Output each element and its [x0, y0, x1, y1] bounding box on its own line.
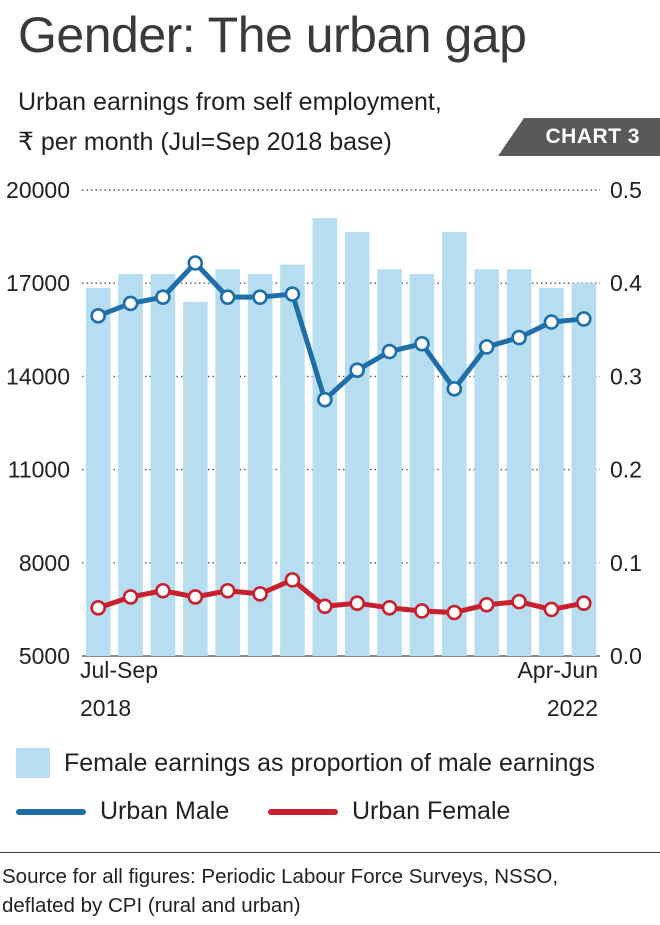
- left-tick-label: 17000: [6, 270, 70, 296]
- bar: [409, 273, 435, 656]
- legend-swatch-female: [268, 808, 338, 815]
- point: [543, 601, 560, 618]
- legend-label-male: Urban Male: [100, 797, 230, 825]
- right-tick-label: 0.0: [610, 643, 642, 669]
- point: [381, 600, 398, 616]
- series-line: [95, 577, 587, 616]
- bar: [539, 287, 564, 656]
- right-tick-label: 0.3: [610, 363, 642, 389]
- point: [381, 343, 398, 360]
- x-label-end-year: 2022: [547, 695, 598, 721]
- legend-label-female: Urban Female: [352, 797, 511, 825]
- point: [90, 308, 106, 324]
- legend-label-bars: Female earnings as proportion of male ea…: [64, 748, 595, 777]
- point: [414, 335, 430, 352]
- x-axis: Jul-Sep 2018 Apr-Jun 2022: [80, 657, 598, 721]
- left-tick-label: 11000: [8, 457, 70, 483]
- point: [155, 582, 171, 599]
- point: [414, 603, 430, 619]
- x-label-start-year: 2018: [80, 695, 131, 721]
- chart-number-badge: CHART 3: [498, 118, 660, 156]
- bar: [85, 287, 111, 656]
- source-line-1: Source for all figures: Periodic Labour …: [2, 865, 559, 888]
- bar: [474, 269, 499, 656]
- point: [511, 329, 527, 346]
- left-tick-label: 14000: [6, 363, 70, 389]
- right-tick-label: 0.2: [610, 457, 642, 483]
- legend-swatch-male: [16, 808, 86, 815]
- right-axis-ticks: 0.5 0.4 0.3 0.2 0.1 0.0: [610, 177, 642, 669]
- bar: [571, 283, 597, 656]
- bar: [377, 269, 402, 656]
- right-tick-label: 0.1: [610, 550, 642, 576]
- point: [511, 593, 527, 610]
- subtitle-line-2: ₹ per month (Jul=Sep 2018 base): [18, 128, 392, 156]
- bar: [280, 264, 305, 656]
- point: [90, 600, 106, 616]
- point: [576, 311, 592, 327]
- legend-swatch-bars: [16, 748, 50, 778]
- right-tick-label: 0.4: [610, 270, 642, 296]
- bar: [442, 231, 467, 656]
- point: [317, 598, 333, 615]
- left-tick-label: 5000: [19, 643, 70, 669]
- source-line-2: deflated by CPI (rural and urban): [2, 894, 301, 917]
- legend-item-female: Urban Female: [268, 797, 510, 826]
- point: [187, 255, 204, 271]
- point: [349, 595, 365, 611]
- x-label-end-period: Apr-Jun: [517, 657, 598, 683]
- left-tick-label: 8000: [19, 550, 70, 576]
- point: [478, 339, 495, 355]
- point: [446, 381, 463, 397]
- left-tick-label: 20000: [6, 177, 70, 203]
- bar: [150, 273, 176, 656]
- point: [187, 589, 204, 605]
- point: [478, 596, 495, 613]
- point: [155, 289, 171, 305]
- point: [576, 595, 592, 611]
- bar: [312, 217, 338, 656]
- point: [219, 289, 236, 305]
- series-line: [95, 260, 587, 403]
- point: [284, 572, 301, 588]
- legend-item-bars: Female earnings as proportion of male ea…: [16, 748, 595, 778]
- bar: [344, 231, 370, 656]
- point: [446, 604, 463, 621]
- footer-divider: [0, 852, 660, 853]
- chart-title: Gender: The urban gap: [18, 7, 527, 63]
- right-tick-label: 0.5: [610, 177, 642, 203]
- legend-item-male: Urban Male: [16, 797, 229, 826]
- point: [252, 586, 268, 602]
- point: [252, 289, 268, 305]
- source-note: Source for all figures: Periodic Labour …: [2, 862, 658, 920]
- x-label-start-period: Jul-Sep: [80, 657, 158, 683]
- point: [219, 582, 236, 599]
- point: [122, 589, 139, 605]
- point: [317, 391, 333, 408]
- point: [122, 295, 139, 312]
- point: [284, 286, 301, 302]
- left-axis-ticks: 20000 17000 14000 11000 8000 5000: [6, 177, 70, 669]
- chart-subtitle: Urban earnings from self employment, ₹ p…: [18, 82, 442, 162]
- line-series: [90, 255, 592, 621]
- point: [543, 314, 560, 330]
- point: [349, 362, 365, 378]
- subtitle-line-1: Urban earnings from self employment,: [18, 88, 442, 116]
